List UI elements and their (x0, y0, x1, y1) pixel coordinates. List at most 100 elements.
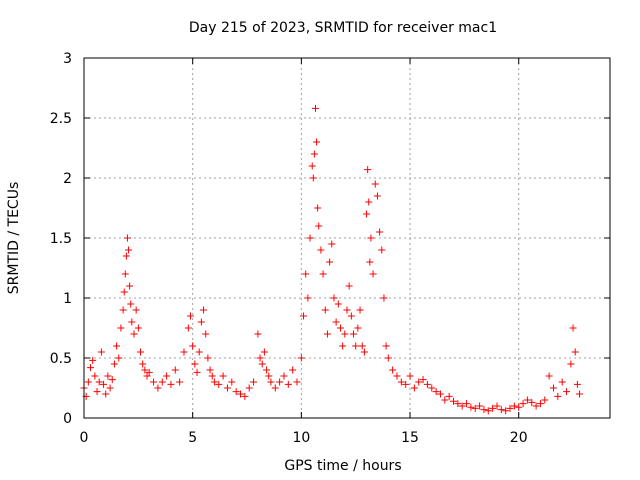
data-point (364, 166, 372, 174)
data-point (326, 258, 334, 266)
data-point (378, 246, 386, 254)
data-point (576, 390, 584, 398)
data-point (432, 388, 440, 396)
data-point (108, 376, 116, 384)
data-point (532, 402, 540, 410)
data-point (302, 270, 310, 278)
data-point (369, 270, 377, 278)
axis-ticks (83, 57, 610, 419)
y-tick-label: 2.5 (50, 111, 72, 127)
data-point (93, 388, 101, 396)
data-point (554, 392, 562, 400)
data-point (397, 378, 405, 386)
data-point (528, 398, 536, 406)
data-point (569, 324, 577, 332)
data-point (126, 282, 134, 290)
x-tick-label: 15 (401, 430, 419, 446)
data-point (571, 348, 579, 356)
data-point (471, 404, 479, 412)
data-point (484, 407, 492, 415)
data-point (106, 384, 114, 392)
data-point (341, 330, 349, 338)
data-point (293, 378, 301, 386)
data-point (250, 378, 258, 386)
data-point (334, 300, 342, 308)
data-point (317, 246, 325, 254)
plot-frame (83, 57, 611, 419)
data-point (134, 324, 142, 332)
data-point (300, 312, 308, 320)
data-point (352, 342, 360, 350)
data-point (419, 376, 427, 384)
data-point (139, 360, 147, 368)
data-point (113, 342, 121, 350)
data-point (193, 368, 201, 376)
data-point (223, 384, 231, 392)
data-point (384, 354, 392, 362)
data-point (265, 372, 273, 380)
data-point (389, 366, 397, 374)
y-tick-label: 1.5 (50, 231, 72, 247)
y-tick-labels: 0 0.5 1 1.5 2 2.5 3 (50, 51, 72, 427)
data-point (128, 318, 136, 326)
data-point (573, 380, 581, 388)
data-point (180, 348, 188, 356)
data-point (89, 356, 97, 364)
data-point (328, 240, 336, 248)
data-point (245, 384, 253, 392)
data-point (117, 324, 125, 332)
data-point (563, 388, 571, 396)
data-point (258, 360, 266, 368)
data-point (321, 306, 329, 314)
data-point (100, 380, 108, 388)
data-point (206, 366, 214, 374)
data-point (476, 402, 484, 410)
data-point (445, 392, 453, 400)
data-point (304, 294, 312, 302)
data-point (493, 402, 501, 410)
data-point (163, 372, 171, 380)
data-point (260, 348, 268, 356)
data-point (210, 378, 218, 386)
x-tick-label: 20 (510, 430, 528, 446)
data-point (123, 234, 131, 242)
data-point (115, 354, 123, 362)
data-point (122, 252, 130, 260)
y-tick-label: 0.5 (50, 351, 72, 367)
x-tick-label: 5 (188, 430, 197, 446)
data-point (184, 324, 192, 332)
data-point (241, 392, 249, 400)
y-tick-label: 2 (63, 171, 72, 187)
data-point (402, 380, 410, 388)
data-point (502, 407, 510, 415)
data-point (130, 330, 138, 338)
data-point (197, 318, 205, 326)
data-point (311, 104, 319, 112)
data-point (558, 378, 566, 386)
data-point (200, 306, 208, 314)
data-point (228, 378, 236, 386)
data-point (158, 378, 166, 386)
data-point (536, 400, 544, 408)
data-point (441, 396, 449, 404)
data-point (410, 384, 418, 392)
data-point (428, 384, 436, 392)
data-point (506, 404, 514, 412)
y-tick-label: 0 (63, 411, 72, 427)
data-point (120, 288, 128, 296)
x-tick-label: 10 (292, 430, 310, 446)
data-point (141, 366, 149, 374)
data-point (523, 396, 531, 404)
data-point (219, 372, 227, 380)
data-point (104, 372, 112, 380)
data-point (347, 312, 355, 320)
y-tick-label: 3 (63, 51, 72, 67)
data-point (215, 380, 223, 388)
data-point (354, 324, 362, 332)
data-point (167, 380, 175, 388)
data-point (360, 348, 368, 356)
data-point (154, 384, 162, 392)
data-point (119, 306, 127, 314)
data-point (497, 406, 505, 414)
